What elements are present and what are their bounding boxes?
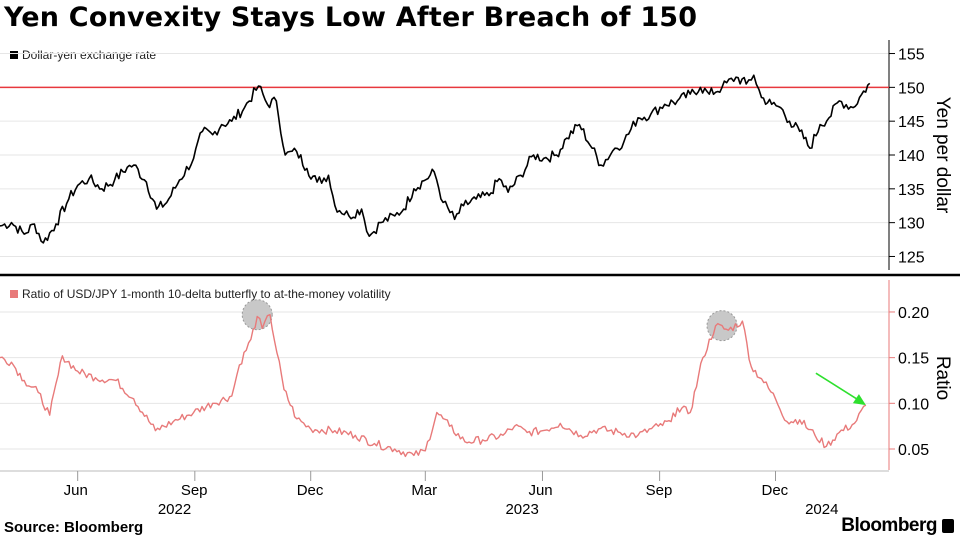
- upper-y-tick-label: 140: [898, 148, 925, 165]
- upper-y-tick-label: 145: [898, 114, 925, 131]
- lower-panel: Ratio of USD/JPY 1-month 10-delta butter…: [0, 280, 953, 470]
- x-year-label: 2022: [158, 501, 191, 518]
- upper-legend-swatch: [10, 51, 18, 59]
- lower-legend-swatch: [10, 290, 18, 298]
- lower-legend-label: Ratio of USD/JPY 1-month 10-delta butter…: [22, 287, 391, 301]
- x-tick-label: Sep: [181, 482, 208, 499]
- arrow-shaft: [815, 372, 863, 403]
- upper-y-ticks: 125 130 135 140 145 150 155: [0, 47, 925, 266]
- arrow-head: [852, 394, 866, 406]
- upper-y-tick-label: 135: [898, 182, 925, 199]
- peak-highlight-circle: [241, 299, 273, 331]
- lower-y-tick-label: 0.05: [898, 442, 929, 459]
- upper-y-tick-label: 125: [898, 249, 925, 266]
- lower-series-line: [0, 314, 867, 458]
- lower-y-tick-label: 0.15: [898, 351, 929, 368]
- upper-y-tick-label: 155: [898, 47, 925, 64]
- brand-text: Bloomberg: [841, 515, 937, 536]
- x-tick-label: Dec: [297, 482, 324, 499]
- x-tick-label: Jun: [64, 482, 88, 499]
- upper-y-axis-title: Yen per dollar: [932, 97, 953, 214]
- x-axis: Jun Sep Dec Mar Jun Sep Dec 2022 2023 2024: [0, 470, 889, 518]
- upper-panel: Dollar-yen exchange rate 125 130 135 140 145…: [0, 40, 953, 270]
- x-year-label: 2023: [505, 501, 538, 518]
- lower-y-tick-label: 0.10: [898, 396, 929, 413]
- bloomberg-logo: Bloomberg: [841, 515, 954, 537]
- x-tick-label: Dec: [761, 482, 788, 499]
- lower-y-axis-title: Ratio: [932, 356, 953, 400]
- upper-series-line: [0, 74, 871, 244]
- source-note: Source: Bloomberg: [4, 519, 144, 536]
- upper-legend-label: Dollar-yen exchange rate: [22, 48, 156, 62]
- x-tick-label: Jun: [528, 482, 552, 499]
- upper-y-tick-label: 150: [898, 80, 925, 97]
- x-year-label: 2024: [805, 501, 838, 518]
- trend-arrow: [815, 372, 866, 406]
- chart-title: Yen Convexity Stays Low After Breach of …: [4, 2, 698, 33]
- lower-y-ticks: 0.05 0.10 0.15 0.20: [0, 305, 929, 459]
- terminal-icon: [942, 519, 954, 533]
- upper-y-tick-label: 130: [898, 216, 925, 233]
- x-tick-label: Sep: [646, 482, 673, 499]
- lower-y-tick-label: 0.20: [898, 305, 929, 322]
- x-tick-label: Mar: [411, 482, 437, 499]
